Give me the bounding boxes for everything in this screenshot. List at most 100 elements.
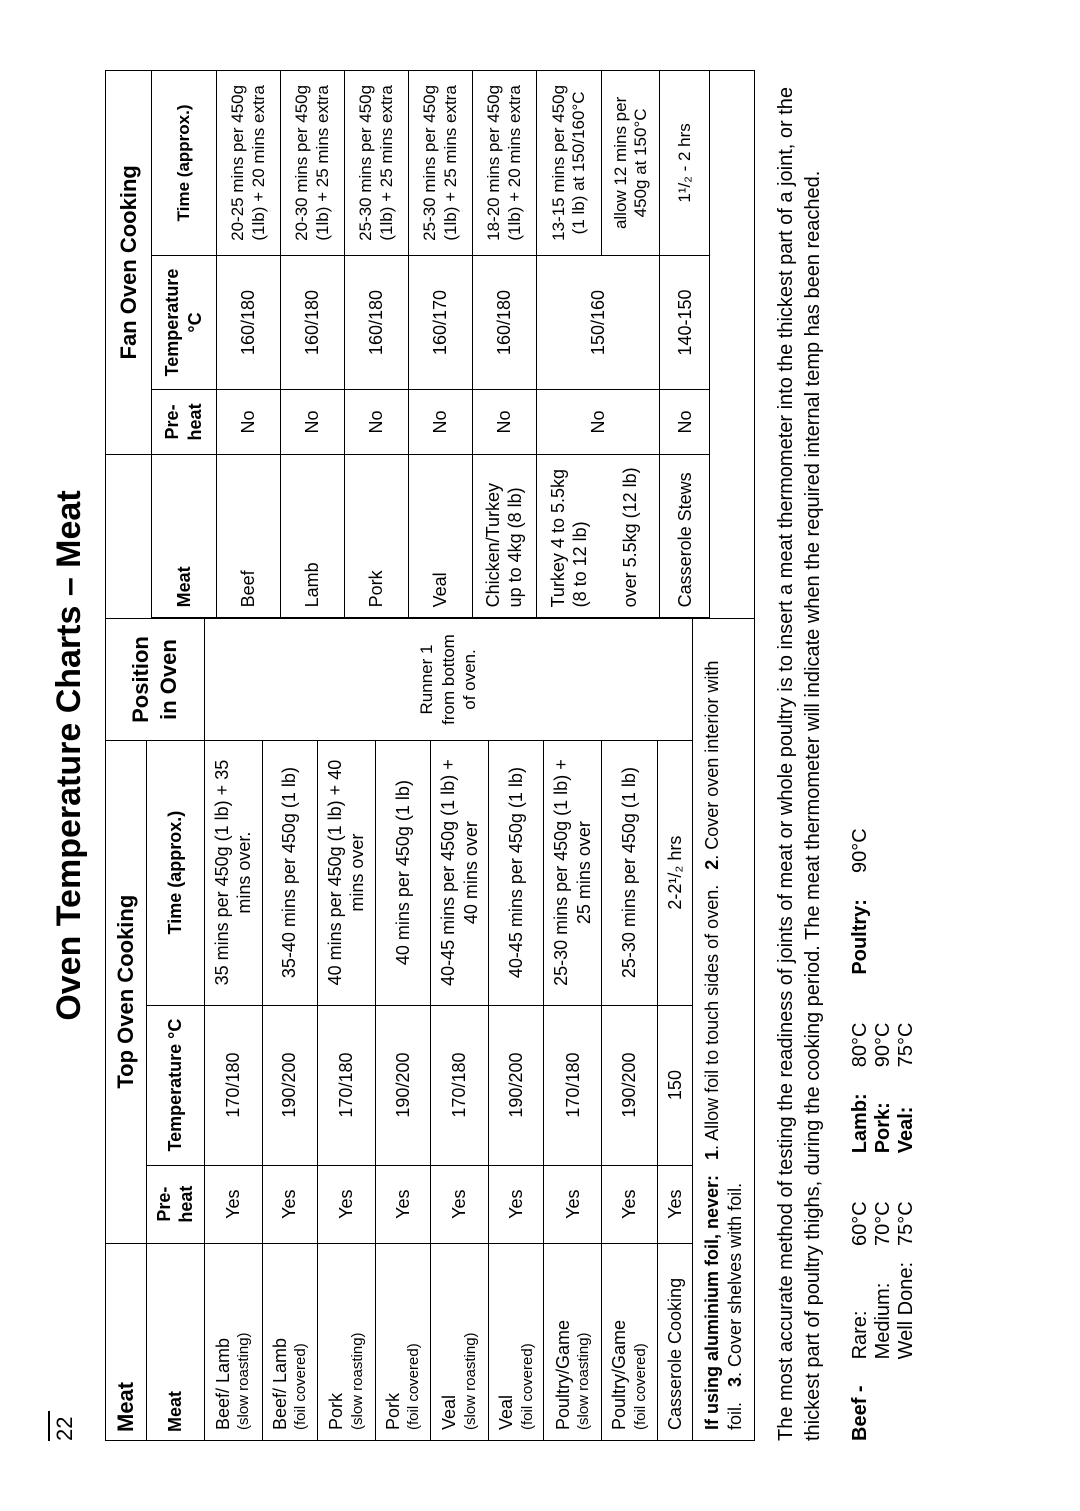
thermometer-paragraph: The most accurate method of testing the … xyxy=(773,70,827,1441)
cell: Lamb xyxy=(280,454,344,618)
cell: 160/170 xyxy=(408,255,472,389)
cell: 190/200 xyxy=(375,1005,430,1165)
cell: (slow roasting) xyxy=(235,1252,254,1430)
cell: 150/160 xyxy=(536,255,659,389)
table-row: Chicken/Turkey up to 4kg (8 lb) No 160/1… xyxy=(472,71,536,618)
temp-key: Medium: xyxy=(872,1283,895,1360)
cell: Beef xyxy=(216,454,280,618)
table-row: Beef No 160/180 20-25 mins per 450g (1lb… xyxy=(216,71,280,618)
poultry-value: 90°C xyxy=(849,828,872,873)
table-row: Veal(slow roasting) Yes 170/180 40-45 mi… xyxy=(431,619,489,1441)
cell: 25-30 mins per 450g (1lb) + 25 mins extr… xyxy=(344,71,408,256)
cell: Poultry/Game xyxy=(553,1320,573,1430)
cell: Beef/ Lamb xyxy=(213,1338,233,1430)
table-row: Poultry/Game(foil covered) Yes 190/200 2… xyxy=(602,619,657,1441)
header-meat: Meat xyxy=(151,454,216,618)
cell: (foil covered) xyxy=(405,1252,424,1430)
cell: 40-45 mins per 450g (1 lb) + 40 mins ove… xyxy=(431,740,489,1005)
foil-lead: If using aluminium foil, never: xyxy=(702,1175,722,1430)
cell: 20-30 mins per 450g (1lb) + 25 mins extr… xyxy=(280,71,344,256)
cell: Beef/ Lamb xyxy=(270,1338,290,1430)
temp-key: Well Done: xyxy=(895,1262,918,1359)
cell: 190/200 xyxy=(262,1005,317,1165)
table-row: Beef/ Lamb(slow roasting) Yes 170/180 35… xyxy=(204,619,262,1441)
foil-text: . Allow foil to touch sides of oven. xyxy=(702,885,722,1150)
cell: (slow roasting) xyxy=(462,1252,481,1430)
header-preheat: Pre-heat xyxy=(146,1165,204,1243)
cell: No xyxy=(280,390,344,454)
cell: 170/180 xyxy=(317,1005,375,1165)
cell: Yes xyxy=(317,1165,375,1243)
cell: 170/180 xyxy=(431,1005,489,1165)
foil-num: 2 xyxy=(702,860,722,870)
temp-val: 90°C xyxy=(872,1023,895,1068)
beef-label: Beef - xyxy=(849,1385,872,1441)
table-row: Turkey 4 to 5.5kg (8 to 12 lb) No 150/16… xyxy=(536,71,601,618)
temp-val: 70°C xyxy=(872,1201,895,1246)
cell: 160/180 xyxy=(344,255,408,389)
table-row: Lamb No 160/180 20-30 mins per 450g (1lb… xyxy=(280,71,344,618)
temp-val: 75°C xyxy=(895,1023,918,1068)
cell: No xyxy=(216,390,280,454)
foil-num: 3 xyxy=(725,1377,745,1387)
cell: 25-30 mins per 450g (1 lb) + 25 mins ove… xyxy=(544,740,602,1005)
cell: No xyxy=(660,390,710,454)
table-row: Pork No 160/180 25-30 mins per 450g (1lb… xyxy=(344,71,408,618)
foil-num: 1 xyxy=(702,1150,722,1160)
cell: Yes xyxy=(602,1165,657,1243)
cell: 13-15 mins per 450g (1 lb) at 150/160°C xyxy=(536,71,601,256)
cell: 40-45 mins per 450g (1 lb) xyxy=(489,740,544,1005)
cell: Poultry/Game xyxy=(609,1320,629,1430)
position-cell: Runner 1 from bottom of oven. xyxy=(204,619,693,740)
cell: Veal xyxy=(439,1395,459,1430)
section-fan-oven: Fan Oven Cooking xyxy=(106,71,152,455)
section-top-oven: Top Oven Cooking xyxy=(106,740,147,1243)
header-temp: Temperature °C xyxy=(146,1005,204,1165)
cell: allow 12 mins per 450g at 150°C xyxy=(601,71,660,256)
cell: over 5.5kg (12 lb) xyxy=(601,454,660,618)
cell: No xyxy=(344,390,408,454)
cell: 35-40 mins per 450g (1 lb) xyxy=(262,740,317,1005)
cell: Yes xyxy=(544,1165,602,1243)
header-temp: Temperature °C xyxy=(151,255,216,389)
cell: 140-150 xyxy=(660,255,710,389)
table-row: Casserole Cooking Yes 150 2-2¹/₂ hrs xyxy=(657,619,693,1441)
cell: 160/180 xyxy=(280,255,344,389)
poultry-label: Poultry: xyxy=(849,899,872,975)
cell: 150 xyxy=(657,1005,693,1165)
tables-wrapper: Meat Top Oven Cooking Position in Oven M… xyxy=(105,70,755,1441)
cell: Yes xyxy=(204,1165,262,1243)
table-row: Poultry/Game(slow roasting) Yes 170/180 … xyxy=(544,619,602,1441)
table-row: Veal(foil covered) Yes 190/200 40-45 min… xyxy=(489,619,544,1441)
cell: Casserole Cooking xyxy=(665,1278,685,1430)
internal-temps: Beef - Rare: Medium: Well Done: 60°C 70°… xyxy=(849,70,918,1441)
temp-val: 80°C xyxy=(849,1023,872,1068)
cell: Chicken/Turkey up to 4kg (8 lb) xyxy=(472,454,536,618)
temp-key: Rare: xyxy=(849,1311,872,1360)
header-position: Position in Oven xyxy=(106,619,205,740)
header-meat: Meat xyxy=(146,1243,204,1440)
cell: Yes xyxy=(375,1165,430,1243)
temp-val: 75°C xyxy=(895,1201,918,1246)
temp-key: Lamb: xyxy=(849,1093,872,1153)
cell: Yes xyxy=(489,1165,544,1243)
temp-key: Veal: xyxy=(895,1107,918,1154)
page-title: Oven Temperature Charts – Meat xyxy=(50,70,89,1441)
temp-key: Pork: xyxy=(872,1102,895,1153)
cell: Yes xyxy=(262,1165,317,1243)
cell: Pork xyxy=(326,1393,346,1430)
cell: 170/180 xyxy=(204,1005,262,1165)
cell: Veal xyxy=(408,454,472,618)
cell: (foil covered) xyxy=(519,1252,538,1430)
header-time: Time (approx.) xyxy=(146,740,204,1005)
cell: No xyxy=(536,390,659,454)
cell: Yes xyxy=(431,1165,489,1243)
cell: 40 mins per 450g (1 lb) + 40 mins over xyxy=(317,740,375,1005)
table-row: Veal No 160/170 25-30 mins per 450g (1lb… xyxy=(408,71,472,618)
cell: 25-30 mins per 450g (1 lb) xyxy=(602,740,657,1005)
table-row: Beef/ Lamb(foil covered) Yes 190/200 35-… xyxy=(262,619,317,1441)
header-time: Time (approx.) xyxy=(151,71,216,256)
table-row: Pork(foil covered) Yes 190/200 40 mins p… xyxy=(375,619,430,1441)
cell: Pork xyxy=(344,454,408,618)
fan-oven-table: Fan Oven Cooking Meat Pre-heat Temperatu… xyxy=(105,70,755,618)
